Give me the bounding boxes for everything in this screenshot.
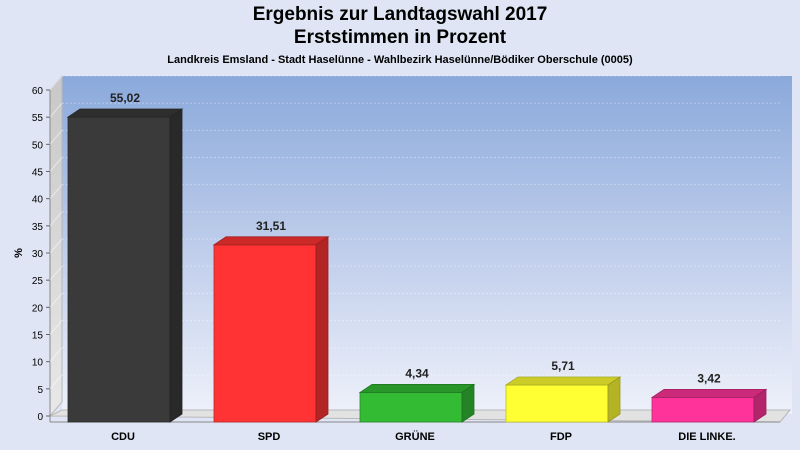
gridline-side: [49, 184, 63, 199]
gridline-side: [49, 157, 63, 172]
gridline-side: [49, 102, 63, 118]
bar-side: [607, 376, 621, 423]
bar-side: [753, 388, 767, 423]
bar-front: [213, 244, 317, 423]
gridlines: [49, 75, 780, 390]
bar-front: [505, 384, 609, 423]
x-tick-label: CDU: [111, 431, 135, 443]
bar-die-linke-: [650, 388, 768, 423]
y-tick-label: 45: [32, 168, 44, 179]
y-tick-label: 20: [32, 303, 44, 314]
y-tick-label: 40: [32, 195, 44, 206]
bar-top: [650, 389, 768, 398]
bar-top: [66, 108, 184, 118]
x-axis: CDU SPD GRÜNE FDP DIE LINKE.: [111, 430, 736, 443]
bar-cdu: [66, 108, 184, 423]
x-tick-label: SPD: [258, 431, 281, 443]
y-tick-label: 25: [32, 276, 44, 287]
gridline-side: [49, 75, 63, 91]
bar-front: [359, 392, 463, 423]
bar-side: [315, 236, 329, 423]
x-tick-label: FDP: [550, 431, 572, 443]
bar-top: [358, 384, 476, 393]
x-tick-label: GRÜNE: [395, 430, 435, 443]
gridline-side: [49, 211, 63, 227]
bar-top: [504, 376, 622, 386]
y-tick-label: 60: [32, 86, 44, 97]
bars: [66, 108, 768, 423]
x-tick-label: DIE LINKE.: [678, 431, 735, 443]
bar-spd: [212, 236, 330, 423]
bar-gr-ne: [358, 383, 476, 423]
chart-title-line2: Erststimmen in Prozent: [293, 27, 507, 48]
bar-side: [461, 383, 475, 423]
value-label: 31,51: [256, 219, 286, 233]
value-label: 4,34: [405, 366, 429, 380]
plot-back-wall: [62, 76, 792, 414]
bar-fdp: [504, 376, 622, 423]
y-tick-label: 55: [32, 113, 44, 124]
value-label: 5,71: [551, 359, 575, 373]
gridline-side: [49, 374, 63, 390]
gridline-side: [49, 320, 63, 335]
chart-title-line1: Ergebnis zur Landtagswahl 2017: [252, 4, 548, 25]
y-tick-label: 30: [32, 249, 44, 260]
bar-side: [169, 108, 183, 423]
y-tick-label: 50: [32, 140, 44, 151]
bar-top: [212, 236, 330, 246]
y-axis: 0 5 10 15 20 25 30 35 40 45 50 55 60%: [13, 86, 50, 423]
y-tick-label: 10: [32, 358, 44, 369]
value-label: 3,42: [697, 371, 721, 385]
y-tick-label: 5: [37, 385, 43, 396]
value-label: 55,02: [110, 91, 140, 105]
y-axis-label: %: [13, 248, 25, 258]
bar-front: [67, 116, 171, 423]
gridline-side: [49, 293, 63, 308]
gridline-side: [49, 347, 63, 362]
gridline-side: [49, 265, 63, 281]
chart-subtitle: Landkreis Emsland - Stadt Haselünne - Wa…: [167, 54, 633, 66]
gridline-side: [49, 130, 63, 145]
y-tick-label: 15: [32, 331, 44, 342]
y-tick-label: 0: [37, 412, 43, 423]
bar-front: [651, 397, 755, 423]
value-labels: 55,02 31,51 4,34 5,71 3,42: [110, 91, 721, 385]
gridline-side: [49, 238, 63, 254]
y-tick-label: 35: [32, 222, 44, 233]
